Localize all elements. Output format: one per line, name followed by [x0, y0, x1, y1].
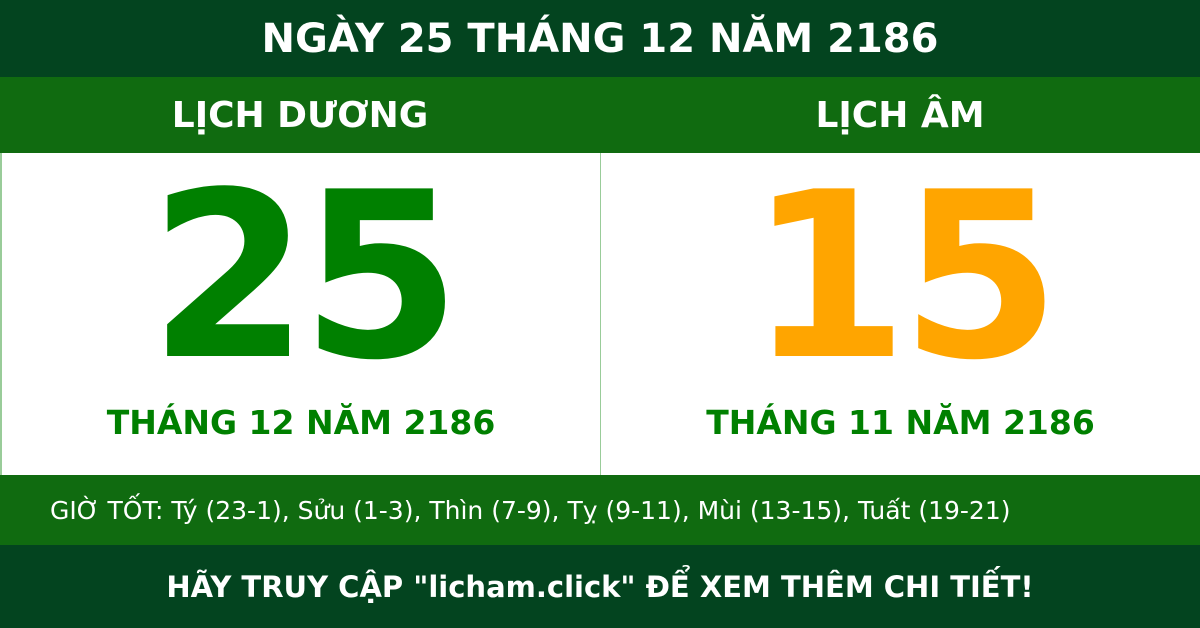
solar-panel: 25 THÁNG 12 NĂM 2186: [0, 153, 600, 475]
good-hours: GIỜ TỐT: Tý (23-1), Sửu (1-3), Thìn (7-9…: [0, 475, 1200, 545]
page-title: NGÀY 25 THÁNG 12 NĂM 2186: [0, 0, 1200, 77]
footer-cta: HÃY TRUY CẬP "licham.click" ĐỂ XEM THÊM …: [0, 545, 1200, 628]
lunar-day: 15: [748, 144, 1060, 411]
calendar-body: 25 THÁNG 12 NĂM 2186 15 THÁNG 11 NĂM 218…: [0, 153, 1200, 475]
calendar-headings: LỊCH DƯƠNG LỊCH ÂM: [0, 77, 1200, 153]
lunar-heading: LỊCH ÂM: [815, 94, 985, 136]
solar-day: 25: [148, 144, 461, 411]
solar-month-year: THÁNG 12 NĂM 2186: [106, 403, 496, 442]
lunar-panel: 15 THÁNG 11 NĂM 2186: [600, 153, 1200, 475]
lunar-month-year: THÁNG 11 NĂM 2186: [706, 403, 1095, 442]
solar-heading: LỊCH DƯƠNG: [171, 94, 429, 136]
